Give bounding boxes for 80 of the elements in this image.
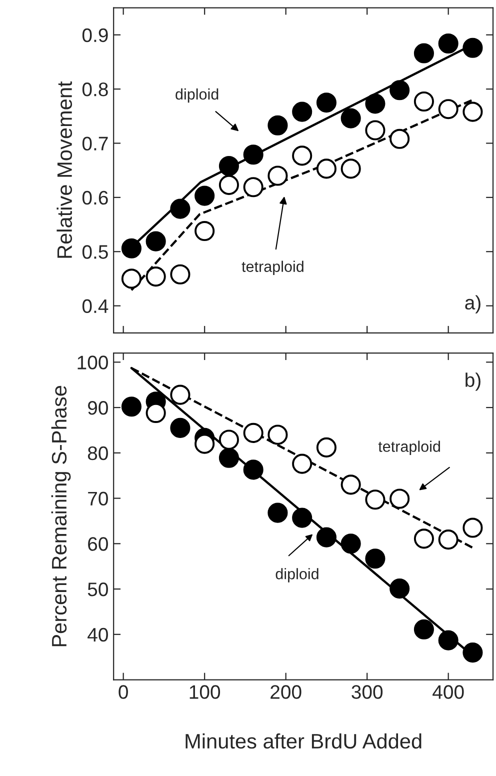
annotation: a) xyxy=(465,295,480,314)
point xyxy=(390,578,410,599)
point xyxy=(170,264,190,284)
point xyxy=(194,220,215,242)
point xyxy=(146,402,166,424)
point xyxy=(170,384,190,405)
y-axis-title: Relative Movement xyxy=(56,81,72,258)
point xyxy=(218,174,239,195)
x-tick-label: 300 xyxy=(352,685,383,699)
point xyxy=(218,156,239,176)
point xyxy=(121,238,142,258)
y-tick-label: 0.6 xyxy=(82,190,108,205)
point xyxy=(390,80,410,100)
point xyxy=(340,534,361,554)
point xyxy=(170,418,190,438)
point xyxy=(365,120,386,140)
y-tick-label: 100 xyxy=(78,356,108,370)
point xyxy=(292,508,312,528)
x-tick-label: 400 xyxy=(432,685,464,699)
point xyxy=(414,91,434,112)
point xyxy=(340,158,361,179)
point xyxy=(438,99,458,120)
point xyxy=(121,396,142,417)
y-tick-label: 40 xyxy=(88,628,108,642)
y-tick-label: 60 xyxy=(88,537,108,551)
point xyxy=(390,128,410,149)
y-tick-label: 0.9 xyxy=(82,28,108,42)
y-tick-label: 0.5 xyxy=(82,245,108,259)
point xyxy=(170,198,190,219)
point xyxy=(462,38,483,58)
point xyxy=(316,158,336,179)
point xyxy=(414,43,434,64)
point xyxy=(316,437,336,458)
annotation: diploid xyxy=(276,568,318,582)
point xyxy=(438,33,458,54)
annotation: diploid xyxy=(176,88,218,103)
point xyxy=(438,530,458,550)
y-axis-title: Percent Remaining S-Phase xyxy=(51,386,71,646)
point xyxy=(243,177,264,198)
y-tick-label: 50 xyxy=(88,582,108,596)
point xyxy=(194,434,215,454)
point xyxy=(340,108,361,128)
point xyxy=(462,642,483,663)
point xyxy=(268,502,288,523)
point xyxy=(243,144,264,165)
point xyxy=(121,268,142,289)
point xyxy=(316,92,336,113)
point xyxy=(340,474,361,495)
x-tick-label: 200 xyxy=(270,685,302,699)
x-axis-title: Minutes after BrdU Added xyxy=(186,733,422,749)
x-tick-label: 0 xyxy=(118,685,128,699)
annotation: tetraploid xyxy=(242,260,304,275)
point xyxy=(316,527,336,548)
y-tick-label: 0.8 xyxy=(82,82,108,96)
point xyxy=(268,166,288,186)
point xyxy=(268,115,288,136)
y-tick-label: 0.4 xyxy=(82,299,108,314)
point xyxy=(462,518,483,538)
point xyxy=(414,619,434,640)
point xyxy=(462,102,483,122)
point xyxy=(365,94,386,114)
point xyxy=(292,454,312,474)
point xyxy=(414,528,434,549)
point xyxy=(243,422,264,443)
point xyxy=(218,448,239,468)
y-tick-label: 70 xyxy=(88,492,108,506)
point xyxy=(292,102,312,122)
y-tick-label: 90 xyxy=(88,400,108,415)
y-tick-label: 80 xyxy=(88,446,108,460)
point xyxy=(438,630,458,650)
point xyxy=(146,231,166,252)
y-tick-label: 0.7 xyxy=(82,136,108,150)
point xyxy=(243,460,264,480)
point xyxy=(365,490,386,510)
annotation: b) xyxy=(466,372,480,391)
x-tick-label: 100 xyxy=(190,685,220,699)
point xyxy=(365,548,386,569)
point xyxy=(292,146,312,166)
annotation: tetraploid xyxy=(378,440,440,455)
point xyxy=(194,186,215,206)
